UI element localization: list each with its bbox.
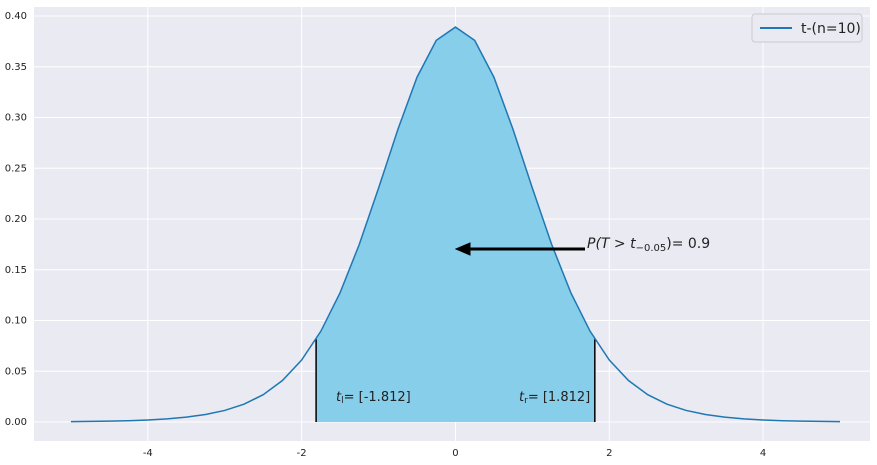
line-series <box>70 26 841 423</box>
y-tick-label: 0.00 <box>5 417 27 428</box>
right-label: tr= [1.812] <box>519 390 590 406</box>
shaded-area <box>316 27 595 423</box>
label-main: t <box>519 390 525 405</box>
y-tick-label: 0.15 <box>5 265 27 276</box>
annotation-rest: )= 0.9 <box>666 236 710 252</box>
legend: t-(n=10) <box>751 13 863 43</box>
arrow <box>454 242 585 256</box>
y-tick-label: 0.05 <box>5 366 27 377</box>
annotation-main: P(T > t <box>587 236 636 252</box>
y-tick-label: 0.40 <box>5 11 27 22</box>
x-tick-label: 0 <box>452 448 458 459</box>
y-tick-label: 0.35 <box>5 62 27 73</box>
x-tick-label: 2 <box>606 448 612 459</box>
y-tick-label: 0.25 <box>5 163 27 174</box>
label-sub: l <box>341 396 344 406</box>
label-rest: = [-1.812] <box>344 390 411 405</box>
label-rest: = [1.812] <box>528 390 590 405</box>
label-main: t <box>336 390 342 405</box>
legend-label: t-(n=10) <box>801 21 861 37</box>
y-tick-label: 0.20 <box>5 214 27 225</box>
probability-annotation: P(T > t−0.05)= 0.9 <box>587 236 710 254</box>
x-tick-label: -2 <box>297 448 307 459</box>
y-tick-label: 0.10 <box>5 316 27 327</box>
x-tick-label: 4 <box>760 448 766 459</box>
label-sub: r <box>524 396 528 406</box>
left-label: tl= [-1.812] <box>336 390 411 406</box>
annotation-sub: −0.05 <box>636 243 667 254</box>
x-tick-label: -4 <box>143 448 153 459</box>
y-tick-label: 0.30 <box>5 113 27 124</box>
